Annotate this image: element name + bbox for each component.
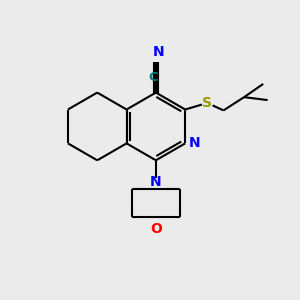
Text: O: O	[150, 222, 162, 236]
Text: N: N	[189, 136, 200, 150]
Text: N: N	[152, 45, 164, 59]
Text: S: S	[202, 96, 212, 110]
Text: C: C	[149, 71, 158, 84]
Text: N: N	[150, 176, 162, 189]
